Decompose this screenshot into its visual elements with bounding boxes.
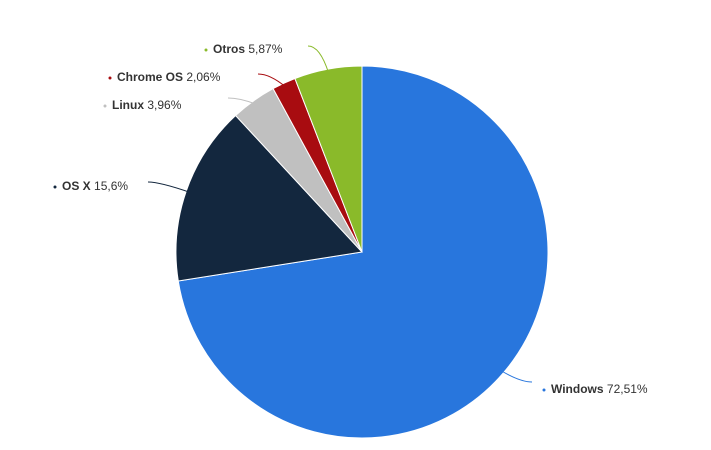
label-name: Otros (213, 42, 245, 56)
leader-line (227, 97, 257, 105)
legend-dot (204, 48, 208, 52)
label-name: Chrome OS (117, 70, 183, 84)
leader-line (500, 369, 533, 383)
legend-dot (108, 76, 112, 80)
label-name: Windows (551, 382, 604, 396)
data-label: Windows 72,51% (551, 382, 648, 396)
data-label: OS X 15,6% (62, 179, 128, 193)
data-label: Otros 5,87% (213, 42, 283, 56)
label-name: Linux (112, 98, 144, 112)
leader-line (307, 45, 330, 74)
pie-slice (177, 65, 549, 439)
label-value: 2,06% (186, 70, 220, 84)
data-label: Chrome OS 2,06% (117, 70, 221, 84)
leader-line (147, 181, 191, 193)
data-label: Linux 3,96% (112, 98, 182, 112)
pie-slice (294, 65, 363, 253)
legend-dot (103, 104, 107, 108)
label-name: OS X (62, 179, 91, 193)
label-value: 15,6% (94, 179, 128, 193)
leader-line (257, 73, 286, 88)
legend-dot (542, 388, 546, 392)
label-value: 3,96% (147, 98, 181, 112)
legend-dot (53, 185, 57, 189)
label-value: 72,51% (607, 382, 648, 396)
label-value: 5,87% (248, 42, 282, 56)
